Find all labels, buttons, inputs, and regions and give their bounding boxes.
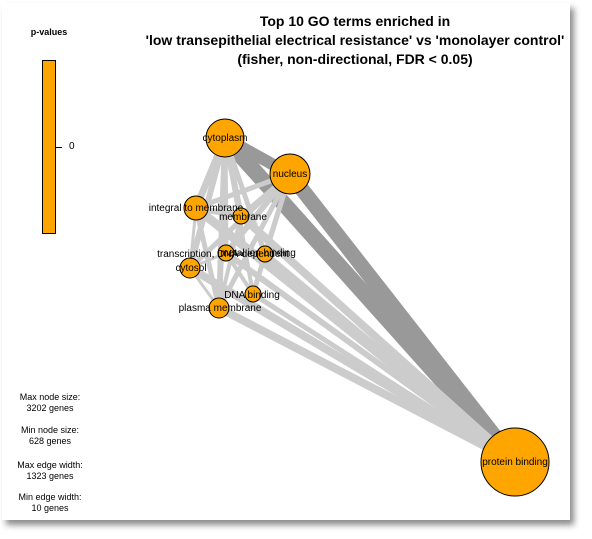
edge-nucleus-plasma xyxy=(216,172,293,310)
label-layer: cytoplasm nucleus integral to membranememb… xyxy=(149,133,548,468)
min-edge-width-value: 10 genes xyxy=(31,503,69,513)
min-edge-width-label: Min edge width: xyxy=(18,492,82,502)
edge-nucleus-protein xyxy=(284,169,521,467)
legend-color-bar xyxy=(42,60,56,234)
node-protein[interactable] xyxy=(480,427,550,497)
node-label-nucleus: nucleus xyxy=(273,169,307,180)
node-label-cytosol: cytosol xyxy=(175,263,206,274)
edge-plasma-protein xyxy=(217,304,517,466)
node-layer xyxy=(179,118,550,497)
legend-tick xyxy=(56,147,62,148)
node-label-dna: DNA binding xyxy=(224,290,280,301)
node-label-cytoplasm: cytoplasm xyxy=(202,133,247,144)
edge-integral-plasma xyxy=(193,207,222,309)
node-dna[interactable] xyxy=(244,285,262,303)
node-transcription[interactable] xyxy=(217,244,235,262)
max-edge-width-label: Max edge width: xyxy=(17,460,83,470)
node-label-transcription: transcription, DNA-dependent xyxy=(157,249,289,260)
min-node-size-value: 628 genes xyxy=(28,436,72,446)
max-edge-width-value: 1323 genes xyxy=(26,471,74,481)
edge-metal-protein xyxy=(263,251,517,465)
legend-title: p-values xyxy=(30,27,68,37)
node-cytoplasm[interactable] xyxy=(205,118,245,158)
node-label-plasma: plasma membrane xyxy=(179,303,262,314)
edge-dna-protein xyxy=(251,291,517,465)
node-membrane[interactable] xyxy=(232,207,250,225)
node-label-metal: metal ion binding xyxy=(220,248,296,259)
node-nucleus[interactable] xyxy=(269,153,311,195)
node-cytosol[interactable] xyxy=(179,257,201,279)
edge-transcription-protein xyxy=(224,250,517,465)
chart-title-line-1: Top 10 GO terms enriched in xyxy=(259,13,451,29)
max-node-size-label: Max node size: xyxy=(19,392,81,402)
node-integral[interactable] xyxy=(183,195,209,221)
chart-title-line-3: (fisher, non-directional, FDR < 0.05) xyxy=(237,51,473,67)
node-metal[interactable] xyxy=(256,245,274,263)
node-label-protein: protein binding xyxy=(482,457,548,468)
chart-title-line-2: 'low transepithelial electrical resistan… xyxy=(145,32,565,48)
node-plasma[interactable] xyxy=(208,297,230,319)
legend-tick-label: 0 xyxy=(69,141,75,152)
max-node-size-value: 3202 genes xyxy=(26,403,74,413)
node-label-membrane: membrane xyxy=(219,212,267,223)
node-label-integral: integral to membrane xyxy=(149,203,244,214)
min-node-size-label: Min node size: xyxy=(20,425,80,435)
